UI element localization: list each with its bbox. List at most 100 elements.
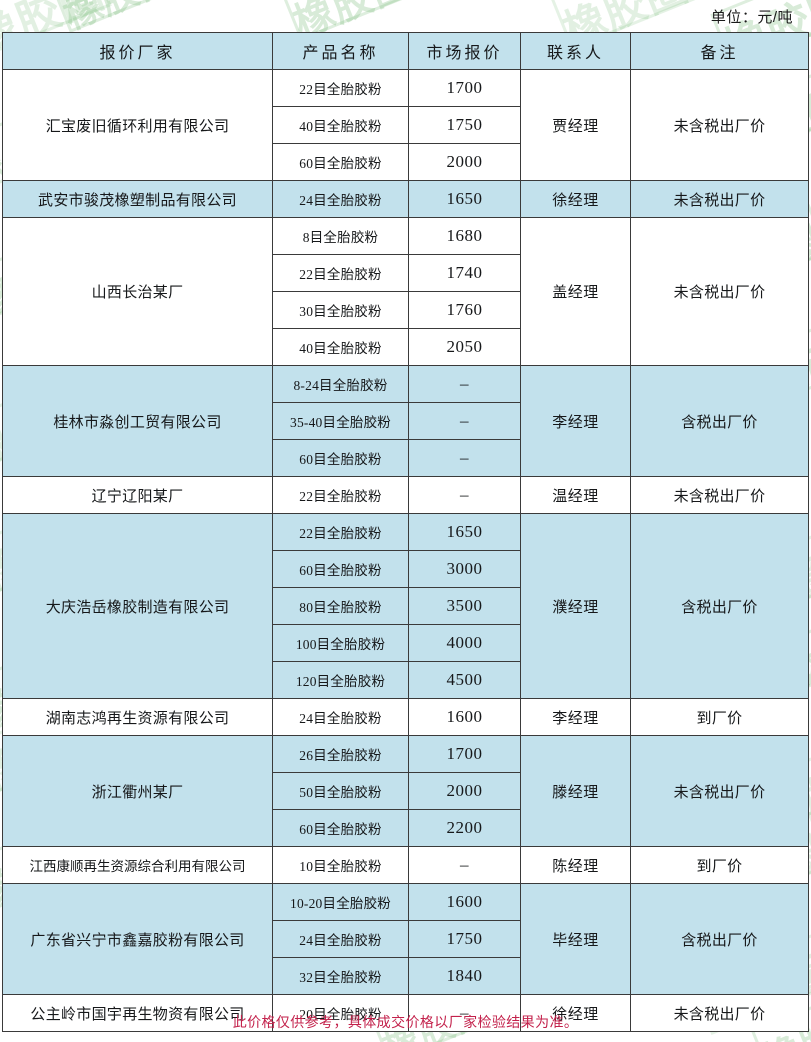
- cell-contact: 濮经理: [520, 513, 631, 699]
- cell-product: 30目全胎胶粉: [272, 291, 409, 329]
- table-row: 汇宝废旧循环利用有限公司 22目全胎胶粉 1700 贾经理 未含税出厂价: [2, 69, 809, 181]
- cell-contact: 滕经理: [520, 735, 631, 847]
- cell-note: 未含税出厂价: [630, 994, 809, 1032]
- column-header-product: 产品名称: [272, 32, 409, 70]
- cell-product: 80目全胎胶粉: [272, 587, 409, 625]
- cell-product: 60目全胎胶粉: [272, 143, 409, 181]
- header-row: 报价厂家 产品名称 市场报价 联系人 备注: [2, 32, 809, 70]
- table-row: 山西长治某厂 8目全胎胶粉 1680 盖经理 未含税出厂价: [2, 217, 809, 366]
- table-row: 60目全胎胶粉 2000: [3, 143, 809, 181]
- table-row: 公主岭市国宇再生物资有限公司 20目全胎胶粉 – 徐经理 未含税出厂价: [2, 994, 809, 1032]
- cell-product: 24目全胎胶粉: [272, 920, 409, 958]
- cell-price: 1740: [408, 254, 521, 292]
- cell-product: 60目全胎胶粉: [272, 550, 409, 588]
- cell-price: 2200: [408, 809, 521, 847]
- table-row: 80目全胎胶粉 3500: [3, 587, 809, 625]
- cell-factory: 桂林市淼创工贸有限公司: [2, 365, 273, 477]
- cell-product: 26目全胎胶粉: [272, 735, 409, 773]
- table-row: 广东省兴宁市鑫嘉胶粉有限公司 10-20目全胎胶粉 1600 毕经理 含税出厂价: [2, 883, 809, 995]
- cell-price: 1750: [408, 106, 521, 144]
- cell-product: 32目全胎胶粉: [272, 957, 409, 995]
- cell-note: 未含税出厂价: [630, 217, 809, 366]
- table-row: 40目全胎胶粉 2050: [3, 328, 809, 366]
- cell-contact: 温经理: [520, 476, 631, 514]
- price-table: 报价厂家 产品名称 市场报价 联系人 备注 汇宝废旧循环利用有限公司 22目全胎胶…: [2, 32, 809, 1032]
- cell-note: 到厂价: [630, 846, 809, 884]
- cell-product: 22目全胎胶粉: [272, 513, 409, 551]
- cell-contact: 李经理: [520, 365, 631, 477]
- table-row: 大庆浩岳橡胶制造有限公司 22目全胎胶粉 1650 濮经理 含税出厂价: [2, 513, 809, 699]
- cell-price: 1840: [408, 957, 521, 995]
- cell-product: 24目全胎胶粉: [272, 698, 409, 736]
- cell-factory: 广东省兴宁市鑫嘉胶粉有限公司: [2, 883, 273, 995]
- cell-product: 35-40目全胎胶粉: [272, 402, 409, 440]
- cell-factory: 公主岭市国宇再生物资有限公司: [2, 994, 273, 1032]
- cell-price: –: [408, 476, 521, 514]
- cell-product: 20目全胎胶粉: [272, 994, 409, 1032]
- cell-price: 2050: [408, 328, 521, 366]
- table-row: 60目全胎胶粉 3000: [3, 550, 809, 588]
- column-header-note: 备注: [630, 32, 809, 70]
- cell-factory: 浙江衢州某厂: [2, 735, 273, 847]
- cell-note: 含税出厂价: [630, 883, 809, 995]
- cell-price: 1680: [408, 217, 521, 255]
- table-row: 35-40目全胎胶粉 –: [3, 402, 809, 440]
- cell-price: 1600: [408, 698, 521, 736]
- watermark-frame: [50, 0, 183, 33]
- cell-note: 含税出厂价: [630, 365, 809, 477]
- cell-price: 1750: [408, 920, 521, 958]
- column-header-factory: 报价厂家: [2, 32, 273, 70]
- table-row: 桂林市淼创工贸有限公司 8-24目全胎胶粉 – 李经理 含税出厂价: [2, 365, 809, 477]
- table-row: 湖南志鸿再生资源有限公司 24目全胎胶粉 1600 李经理 到厂价: [2, 698, 809, 736]
- cell-price: 1600: [408, 883, 521, 921]
- cell-price: 3000: [408, 550, 521, 588]
- cell-product: 24目全胎胶粉: [272, 180, 409, 218]
- cell-price: –: [408, 846, 521, 884]
- cell-price: 1700: [408, 69, 521, 107]
- cell-contact: 贾经理: [520, 69, 631, 181]
- cell-price: 1650: [408, 513, 521, 551]
- cell-price: 4500: [408, 661, 521, 699]
- cell-product: 120目全胎胶粉: [272, 661, 409, 699]
- cell-factory: 大庆浩岳橡胶制造有限公司: [2, 513, 273, 699]
- cell-contact: 李经理: [520, 698, 631, 736]
- cell-product: 22目全胎胶粉: [272, 254, 409, 292]
- table-row: 浙江衢州某厂 26目全胎胶粉 1700 滕经理 未含税出厂价: [2, 735, 809, 847]
- cell-product: 8目全胎胶粉: [272, 217, 409, 255]
- cell-product: 22目全胎胶粉: [272, 69, 409, 107]
- cell-product: 40目全胎胶粉: [272, 328, 409, 366]
- cell-factory: 江西康顺再生资源综合利用有限公司: [2, 846, 273, 884]
- cell-product: 8-24目全胎胶粉: [272, 365, 409, 403]
- table-row: 60目全胎胶粉 –: [3, 439, 809, 477]
- cell-product: 100目全胎胶粉: [272, 624, 409, 662]
- cell-product: 60目全胎胶粉: [272, 439, 409, 477]
- table-body: 汇宝废旧循环利用有限公司 22目全胎胶粉 1700 贾经理 未含税出厂价 40目全胎胶粉 1…: [2, 69, 809, 1032]
- table-row: 50目全胎胶粉 2000: [3, 772, 809, 810]
- cell-price: 1650: [408, 180, 521, 218]
- cell-factory: 湖南志鸿再生资源有限公司: [2, 698, 273, 736]
- cell-price: 2000: [408, 772, 521, 810]
- cell-product: 60目全胎胶粉: [272, 809, 409, 847]
- cell-note: 到厂价: [630, 698, 809, 736]
- table-row: 辽宁辽阳某厂 22目全胎胶粉 – 温经理 未含税出厂价: [2, 476, 809, 514]
- cell-price: 3500: [408, 587, 521, 625]
- cell-product: 50目全胎胶粉: [272, 772, 409, 810]
- cell-note: 未含税出厂价: [630, 735, 809, 847]
- table-row: 24目全胎胶粉 1750: [3, 920, 809, 958]
- cell-contact: 徐经理: [520, 180, 631, 218]
- table-row: 100目全胎胶粉 4000: [3, 624, 809, 662]
- footnote-disclaimer: 此价格仅供参考，具体成交价格以厂家检验结果为准。: [232, 1014, 579, 1030]
- cell-factory: 汇宝废旧循环利用有限公司: [2, 69, 273, 181]
- cell-price: –: [408, 439, 521, 477]
- table-row: 江西康顺再生资源综合利用有限公司 10目全胎胶粉 – 陈经理 到厂价: [2, 846, 809, 884]
- cell-factory: 山西长治某厂: [2, 217, 273, 366]
- cell-price: 4000: [408, 624, 521, 662]
- cell-contact: 毕经理: [520, 883, 631, 995]
- table-row: 武安市骏茂橡塑制品有限公司 24目全胎胶粉 1650 徐经理 未含税出厂价: [2, 180, 809, 218]
- cell-note: 未含税出厂价: [630, 180, 809, 218]
- cell-price: –: [408, 402, 521, 440]
- cell-contact: 盖经理: [520, 217, 631, 366]
- cell-product: 10目全胎胶粉: [272, 846, 409, 884]
- table-row: 30目全胎胶粉 1760: [3, 291, 809, 329]
- cell-factory: 武安市骏茂橡塑制品有限公司: [2, 180, 273, 218]
